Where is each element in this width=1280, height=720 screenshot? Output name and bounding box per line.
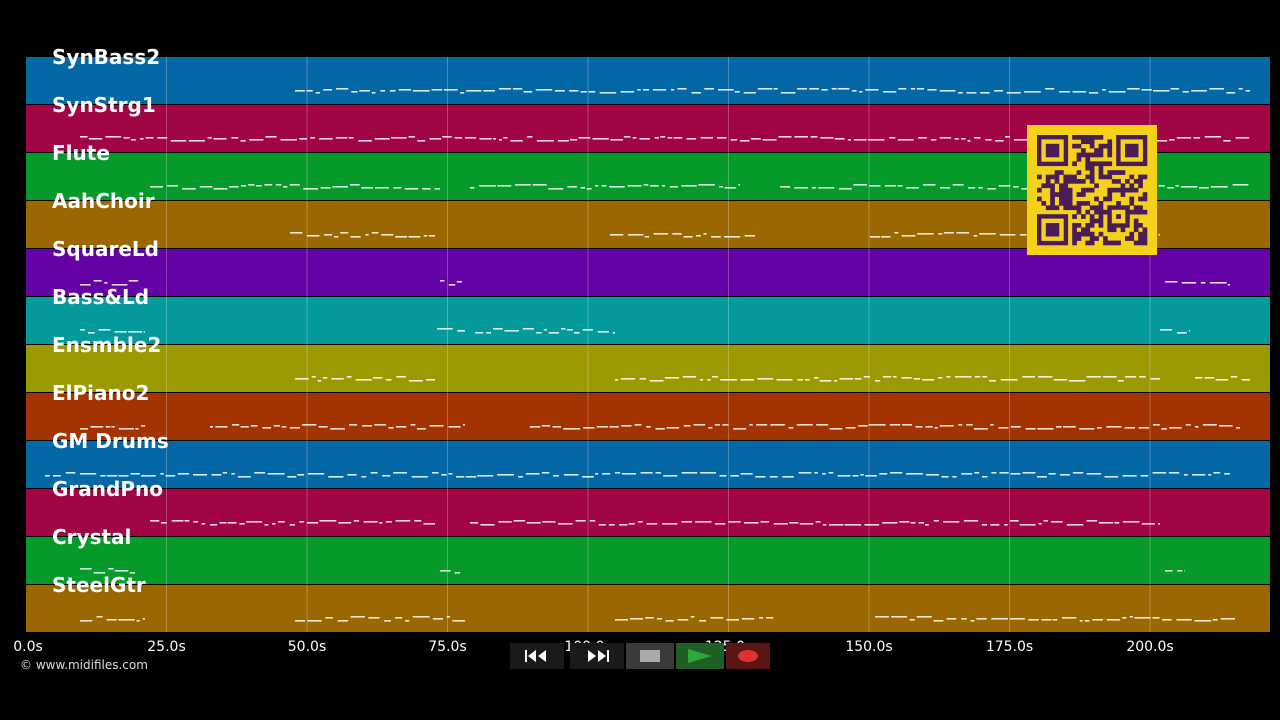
time-tick-label: 200.0s — [1126, 639, 1174, 655]
rewind-icon — [525, 650, 546, 662]
play-button[interactable] — [676, 643, 724, 669]
track-lane — [26, 489, 1270, 536]
track-label: GrandPno — [52, 477, 163, 501]
time-tick-label: 75.0s — [428, 639, 467, 655]
track-label: Bass&Ld — [52, 285, 150, 309]
rewind-button[interactable] — [510, 643, 564, 669]
time-tick-label: 175.0s — [985, 639, 1034, 655]
track-lane — [26, 297, 1270, 344]
time-tick-label: 150.0s — [845, 639, 893, 655]
fast-forward-icon — [588, 650, 609, 662]
copyright-text: © www.midifiles.com — [20, 658, 148, 672]
qr-code — [1027, 125, 1157, 255]
track-label: SynStrg1 — [52, 93, 156, 117]
track-label: AahChoir — [52, 189, 155, 213]
track-label: GM Drums — [52, 429, 169, 453]
track-lane — [26, 393, 1270, 440]
transport-controls — [510, 643, 770, 669]
track-lanes — [26, 57, 1270, 632]
track-label: SteelGtr — [52, 573, 146, 597]
track-lane — [26, 57, 1270, 104]
play-icon — [688, 649, 712, 663]
stop-button[interactable] — [626, 643, 674, 669]
time-tick-label: 0.0s — [13, 639, 43, 655]
track-lane — [26, 249, 1270, 296]
fast-forward-button[interactable] — [570, 643, 624, 669]
track-label: Crystal — [52, 525, 132, 549]
stop-icon — [640, 650, 660, 662]
track-label: SynBass2 — [52, 45, 161, 69]
note-marks — [45, 88, 1250, 622]
track-label: SquareLd — [52, 237, 159, 261]
track-lane — [26, 585, 1270, 632]
track-lane — [26, 345, 1270, 392]
record-icon — [738, 650, 758, 662]
track-label: Flute — [52, 141, 110, 165]
record-button[interactable] — [726, 643, 770, 669]
qr-code-image — [1027, 125, 1157, 255]
track-lane — [26, 441, 1270, 488]
track-lane — [26, 537, 1270, 584]
track-label: Ensmble2 — [52, 333, 162, 357]
time-tick-label: 25.0s — [147, 639, 186, 655]
time-tick-label: 50.0s — [287, 639, 327, 655]
track-label: ElPiano2 — [52, 381, 150, 405]
